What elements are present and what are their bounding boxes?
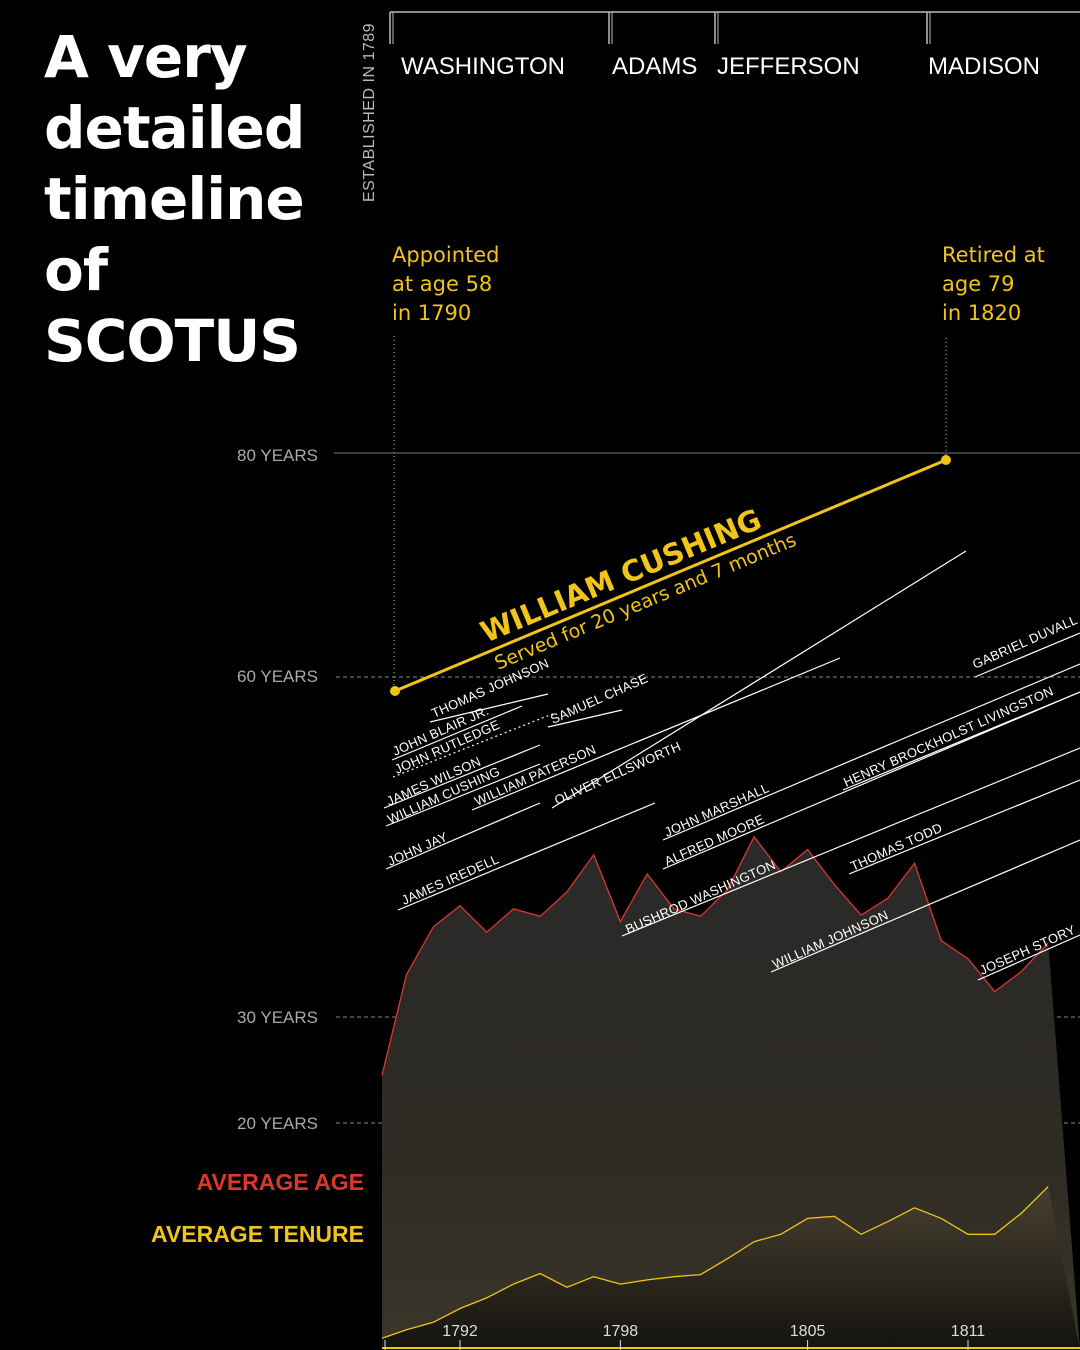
justice-line [547,709,623,728]
justice-name-label: THOMAS JOHNSON [429,655,551,720]
justice-line [551,550,967,809]
x-tick-label: 1792 [442,1323,478,1340]
title-line: A very [44,23,248,91]
justice-line [392,712,556,778]
justice-line [385,802,541,870]
retired-note-2: age 79 [942,272,1015,296]
justice-name-label: JAMES IREDELL [399,851,501,907]
justice-line [429,693,549,723]
average-area-chart [381,835,1080,1350]
presidency-brackets [389,11,1080,44]
legend-average-age: AVERAGE AGE [197,1169,364,1195]
highlight-justice-line [394,458,947,693]
retired-note-1: Retired at [942,243,1045,267]
justice-line [662,663,1080,841]
y-label-20: 20 YEARS [237,1114,318,1133]
appointed-note-3: in 1790 [392,301,471,325]
established-label: ESTABLISHED IN 1789 [361,23,378,202]
justice-name-label: OLIVER ELLSWORTH [552,738,683,807]
justice-name-label: GABRIEL DUVALL [970,612,1080,672]
president-jefferson: JEFFERSON [717,53,860,80]
appointed-note-2: at age 58 [392,272,492,296]
title-line: timeline [44,165,305,233]
retired-note-3: in 1820 [942,301,1021,325]
justice-line [977,934,1080,981]
justice-name-label: HENRY BROCKHOLST LIVINGSTON [841,683,1056,790]
y-label-30: 30 YEARS [237,1008,318,1027]
average-tenure-area [382,1186,1080,1350]
justice-line [385,763,541,827]
y-label-80: 80 YEARS [237,446,318,465]
president-madison: MADISON [928,53,1040,80]
average-tenure-line [381,1186,1049,1339]
chart-title: A very detailed timeline of SCOTUS [44,22,344,377]
president-adams: ADAMS [612,53,697,80]
y-label-60: 60 YEARS [237,667,318,686]
x-tick-label: 1811 [951,1323,986,1340]
appointed-note-1: Appointed [392,243,500,267]
highlight-end-dot [941,455,951,465]
justice-name-label: SAMUEL CHASE [548,670,650,726]
justice-line [662,691,1080,870]
justice-line [471,657,841,811]
justice-line [770,839,1080,973]
average-age-line [381,835,1049,1076]
justice-line [974,632,1080,678]
justice-name-label: JOHN JAY [385,829,450,869]
justice-line [848,779,1080,875]
title-line: of [44,236,108,304]
x-tick-label: 1805 [790,1323,826,1340]
x-axis: 1792 1798 1805 1811 [382,1323,1080,1350]
justice-line [397,802,656,911]
x-tick-label: 1798 [603,1323,639,1340]
justice-line [842,691,1080,791]
title-line: SCOTUS [44,307,301,375]
justice-line [383,744,541,809]
title-line: detailed [44,94,305,162]
legend-average-tenure: AVERAGE TENURE [151,1221,364,1247]
justice-line [621,747,1080,937]
highlight-start-dot [390,686,400,696]
justice-line [391,705,523,761]
justice-name-label: THOMAS TODD [848,820,944,874]
president-washington: WASHINGTON [401,53,565,80]
